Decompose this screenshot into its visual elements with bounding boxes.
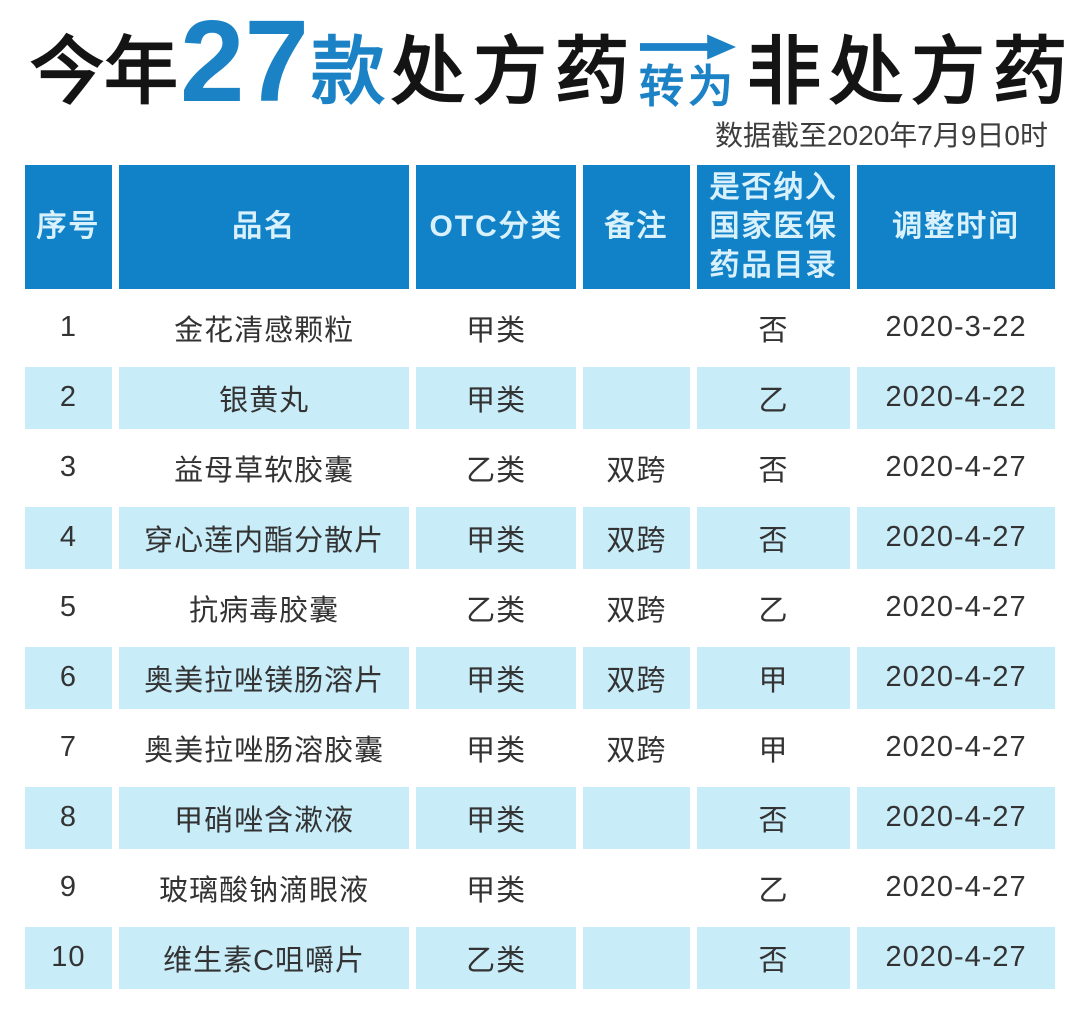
table-row: 5 抗病毒胶囊 乙类 双跨乙 2020-4-27 bbox=[25, 576, 1055, 639]
column-header-4: 是否纳入 国家医保 药品目录 bbox=[696, 164, 851, 289]
table-row: 1 金花清感颗粒 甲类 否 2020-3-22 bbox=[25, 296, 1055, 359]
table-cell: 乙类 bbox=[416, 576, 576, 639]
table-cell: 双跨 bbox=[582, 506, 690, 569]
table-row: 4 穿心莲内酯分散片 甲类 双跨否 2020-4-27 bbox=[25, 506, 1055, 569]
drug-table-body: 1 金花清感颗粒 甲类否 2020-3-22 2 银黄丸 甲类乙 2020-4-22 3 益母草软… bbox=[25, 296, 1055, 989]
page-title: 今年 27 款 处方药 转为 非处方药 bbox=[0, 0, 1080, 126]
table-cell: 双跨 bbox=[582, 436, 690, 499]
table-cell: 穿心莲内酯分散片 bbox=[118, 506, 410, 569]
table-cell: 玻璃酸钠滴眼液 bbox=[118, 856, 410, 919]
table-row: 2 银黄丸 甲类 乙 2020-4-22 bbox=[25, 366, 1055, 429]
table-cell: 6 bbox=[25, 646, 112, 709]
table-cell: 甲硝唑含漱液 bbox=[118, 786, 410, 849]
table-cell: 4 bbox=[25, 506, 112, 569]
table-cell: 2020-4-27 bbox=[857, 646, 1055, 709]
table-cell: 双跨 bbox=[582, 576, 690, 639]
table-cell: 7 bbox=[25, 716, 112, 779]
table-cell: 甲类 bbox=[416, 506, 576, 569]
table-row: 6 奥美拉唑镁肠溶片 甲类 双跨甲 2020-4-27 bbox=[25, 646, 1055, 709]
table-cell: 8 bbox=[25, 786, 112, 849]
table-cell: 2020-4-27 bbox=[857, 506, 1055, 569]
table-cell: 2020-4-27 bbox=[857, 786, 1055, 849]
table-cell: 9 bbox=[25, 856, 112, 919]
table-cell: 10 bbox=[25, 926, 112, 989]
table-cell: 2 bbox=[25, 366, 112, 429]
table-cell: 甲类 bbox=[416, 366, 576, 429]
table-row: 10 维生素C咀嚼片 乙类 否 2020-4-27 bbox=[25, 926, 1055, 989]
table-cell: 2020-4-27 bbox=[857, 436, 1055, 499]
table-row: 8 甲硝唑含漱液 甲类 否 2020-4-27 bbox=[25, 786, 1055, 849]
table-cell: 1 bbox=[25, 296, 112, 359]
table-cell: 甲类 bbox=[416, 296, 576, 359]
table-cell: 金花清感颗粒 bbox=[118, 296, 410, 359]
table-cell: 2020-4-27 bbox=[857, 856, 1055, 919]
table-cell: 乙 bbox=[696, 856, 851, 919]
table-cell: 维生素C咀嚼片 bbox=[118, 926, 410, 989]
table-cell: 甲 bbox=[696, 716, 851, 779]
table-cell: 奥美拉唑镁肠溶片 bbox=[118, 646, 410, 709]
table-cell: 甲类 bbox=[416, 786, 576, 849]
table-row: 9 玻璃酸钠滴眼液 甲类 乙 2020-4-27 bbox=[25, 856, 1055, 919]
column-header-3: 备注 bbox=[582, 164, 690, 289]
table-cell: 双跨 bbox=[582, 716, 690, 779]
table-cell: 5 bbox=[25, 576, 112, 639]
transform-arrow-group: 转为 bbox=[639, 33, 737, 109]
table-cell bbox=[582, 786, 690, 849]
table-cell: 抗病毒胶囊 bbox=[118, 576, 410, 639]
table-cell: 双跨 bbox=[582, 646, 690, 709]
table-cell bbox=[582, 296, 690, 359]
table-row: 7 奥美拉唑肠溶胶囊 甲类 双跨甲 2020-4-27 bbox=[25, 716, 1055, 779]
table-cell: 甲类 bbox=[416, 856, 576, 919]
table-cell: 银黄丸 bbox=[118, 366, 410, 429]
table-cell: 3 bbox=[25, 436, 112, 499]
table-cell: 益母草软胶囊 bbox=[118, 436, 410, 499]
column-header-0: 序号 bbox=[25, 164, 112, 289]
transform-arrow-label: 转为 bbox=[639, 61, 738, 113]
title-from-label: 处方药 bbox=[391, 30, 638, 114]
table-cell: 2020-4-27 bbox=[857, 576, 1055, 639]
column-header-2: OTC分类 bbox=[416, 164, 576, 289]
title-count: 27 bbox=[180, 0, 310, 126]
drug-table: 序号 品名 OTC分类 备注 是否纳入 国家医保 药品目录 调整时间 1 金花清感颗粒 甲类否… bbox=[18, 157, 1062, 997]
table-cell: 乙 bbox=[696, 366, 851, 429]
table-cell: 2020-4-27 bbox=[857, 716, 1055, 779]
table-cell: 否 bbox=[696, 436, 851, 499]
column-header-5: 调整时间 bbox=[857, 164, 1055, 289]
table-cell: 2020-4-22 bbox=[857, 366, 1055, 429]
table-cell: 乙类 bbox=[416, 926, 576, 989]
title-count-unit: 款 bbox=[311, 30, 386, 114]
table-cell: 乙类 bbox=[416, 436, 576, 499]
table-cell bbox=[582, 856, 690, 919]
drug-table-header-row: 序号 品名 OTC分类 备注 是否纳入 国家医保 药品目录 调整时间 bbox=[25, 164, 1055, 289]
table-cell: 甲类 bbox=[416, 646, 576, 709]
table-cell: 2020-3-22 bbox=[857, 296, 1055, 359]
table-cell: 否 bbox=[696, 296, 851, 359]
table-row: 3 益母草软胶囊 乙类 双跨否 2020-4-27 bbox=[25, 436, 1055, 499]
table-cell: 甲 bbox=[696, 646, 851, 709]
table-cell: 否 bbox=[696, 926, 851, 989]
table-cell: 甲类 bbox=[416, 716, 576, 779]
table-cell: 奥美拉唑肠溶胶囊 bbox=[118, 716, 410, 779]
title-prefix: 今年 bbox=[30, 30, 178, 114]
table-cell: 2020-4-27 bbox=[857, 926, 1055, 989]
table-cell bbox=[582, 926, 690, 989]
column-header-1: 品名 bbox=[118, 164, 410, 289]
table-cell: 否 bbox=[696, 506, 851, 569]
table-cell: 乙 bbox=[696, 576, 851, 639]
table-cell: 否 bbox=[696, 786, 851, 849]
table-cell bbox=[582, 366, 690, 429]
title-to-label: 非处方药 bbox=[747, 30, 1076, 114]
data-cutoff-subtitle: 数据截至2020年7月9日0时 bbox=[714, 120, 1048, 152]
right-arrow-icon bbox=[640, 34, 737, 60]
